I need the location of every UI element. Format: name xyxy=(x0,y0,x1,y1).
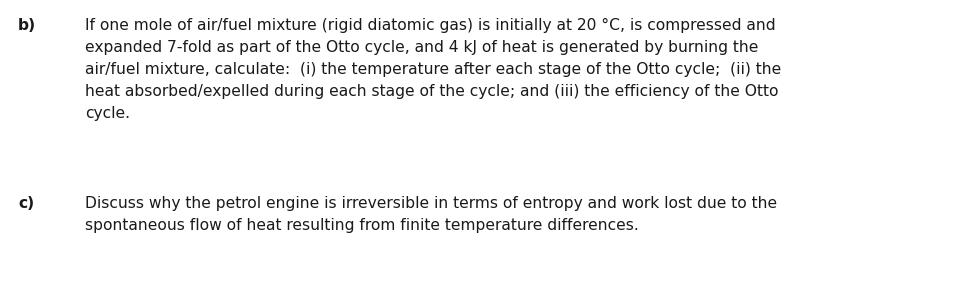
Text: expanded 7-fold as part of the Otto cycle, and 4 kJ of heat is generated by burn: expanded 7-fold as part of the Otto cycl… xyxy=(85,40,758,55)
Text: Discuss why the petrol engine is irreversible in terms of entropy and work lost : Discuss why the petrol engine is irrever… xyxy=(85,196,777,211)
Text: c): c) xyxy=(18,196,34,211)
Text: cycle.: cycle. xyxy=(85,106,130,121)
Text: air/fuel mixture, calculate:  (i) the temperature after each stage of the Otto c: air/fuel mixture, calculate: (i) the tem… xyxy=(85,62,782,77)
Text: b): b) xyxy=(18,18,36,33)
Text: spontaneous flow of heat resulting from finite temperature differences.: spontaneous flow of heat resulting from … xyxy=(85,218,639,233)
Text: heat absorbed/expelled during each stage of the cycle; and (iii) the efficiency : heat absorbed/expelled during each stage… xyxy=(85,84,779,99)
Text: If one mole of air/fuel mixture (rigid diatomic gas) is initially at 20 °C, is c: If one mole of air/fuel mixture (rigid d… xyxy=(85,18,776,33)
